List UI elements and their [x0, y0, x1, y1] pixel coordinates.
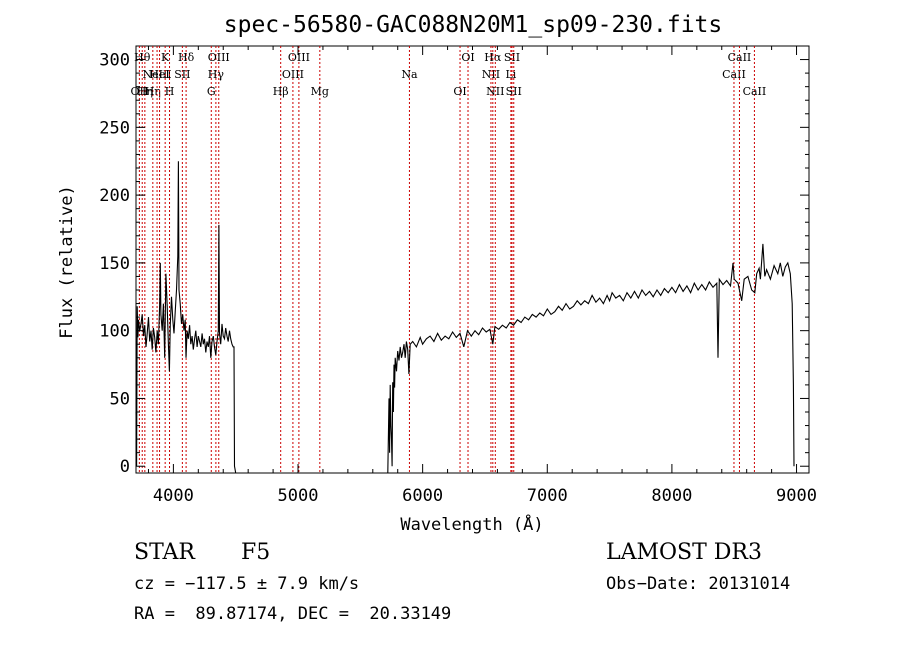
x-tick-label-0: 4000: [153, 486, 194, 506]
line-marker-label-12: OIII: [208, 51, 230, 64]
y-tick-label-4: 200: [99, 186, 130, 206]
line-marker-label-10: G: [207, 85, 216, 98]
line-marker-label-20: NII: [482, 68, 500, 81]
survey-name: LAMOST DR3: [606, 540, 762, 565]
object-subclass: F5: [241, 540, 271, 565]
line-marker-label-11: Hγ: [208, 68, 225, 81]
line-marker-label-9: Hδ: [178, 51, 195, 64]
line-marker-label-25: SII: [506, 85, 522, 98]
y-tick-label-1: 50: [110, 389, 130, 409]
chart-title: spec-56580-GAC088N20M1_sp09-230.fits: [224, 12, 723, 38]
line-marker-label-1: Hθ: [134, 51, 151, 64]
line-marker-label-18: OI: [453, 85, 466, 98]
line-marker-label-14: OIII: [282, 68, 304, 81]
x-tick-label-5: 9000: [776, 486, 817, 506]
line-marker-label-16: Mg: [311, 85, 329, 98]
line-marker-label-6: K: [161, 51, 170, 64]
object-class: STAR: [134, 540, 195, 565]
y-tick-label-6: 300: [99, 51, 130, 71]
line-marker-label-22: NII: [486, 85, 504, 98]
x-tick-label-3: 7000: [527, 486, 568, 506]
x-tick-label-1: 5000: [278, 486, 319, 506]
line-marker-label-15: OIII: [288, 51, 310, 64]
line-marker-label-21: Hα: [484, 51, 502, 64]
line-marker-label-0: OII: [131, 85, 149, 98]
line-marker-label-8: SII: [174, 68, 190, 81]
line-marker-label-5: HeI: [149, 68, 169, 81]
line-marker-label-4: NeIII: [142, 68, 171, 81]
observation-date: Obs−Date: 20131014: [606, 574, 791, 594]
line-marker-label-19: OI: [461, 51, 474, 64]
y-tick-label-0: 0: [120, 457, 130, 477]
y-tick-label-2: 100: [99, 322, 130, 342]
line-marker-label-3: Hη: [145, 85, 161, 98]
line-marker-label-27: CaII: [728, 51, 752, 64]
coordinates: RA = 89.87174, DEC = 20.33149: [134, 604, 452, 624]
spectrum-line-0: [135, 161, 237, 474]
y-tick-label-5: 250: [99, 118, 130, 138]
y-tick-label-3: 150: [99, 254, 130, 274]
line-marker-label-28: CaII: [743, 85, 767, 98]
line-marker-label-24: SII: [504, 51, 520, 64]
line-marker-label-2: Hη: [137, 85, 153, 98]
line-marker-label-13: Hβ: [273, 85, 289, 98]
plot-frame: [135, 45, 810, 474]
y-axis-label: Flux (relative): [57, 185, 77, 339]
redshift-velocity: cz = −117.5 ± 7.9 km/s: [134, 574, 360, 594]
line-marker-label-17: Na: [401, 68, 418, 81]
x-axis-label: Wavelength (Å): [400, 513, 543, 535]
line-marker-label-7: H: [165, 85, 175, 98]
line-marker-label-26: CaII: [722, 68, 746, 81]
x-tick-label-2: 6000: [402, 486, 443, 506]
x-tick-label-4: 8000: [651, 486, 692, 506]
line-marker-label-23: Li: [505, 68, 516, 81]
spectrum-line-1: [387, 243, 795, 474]
